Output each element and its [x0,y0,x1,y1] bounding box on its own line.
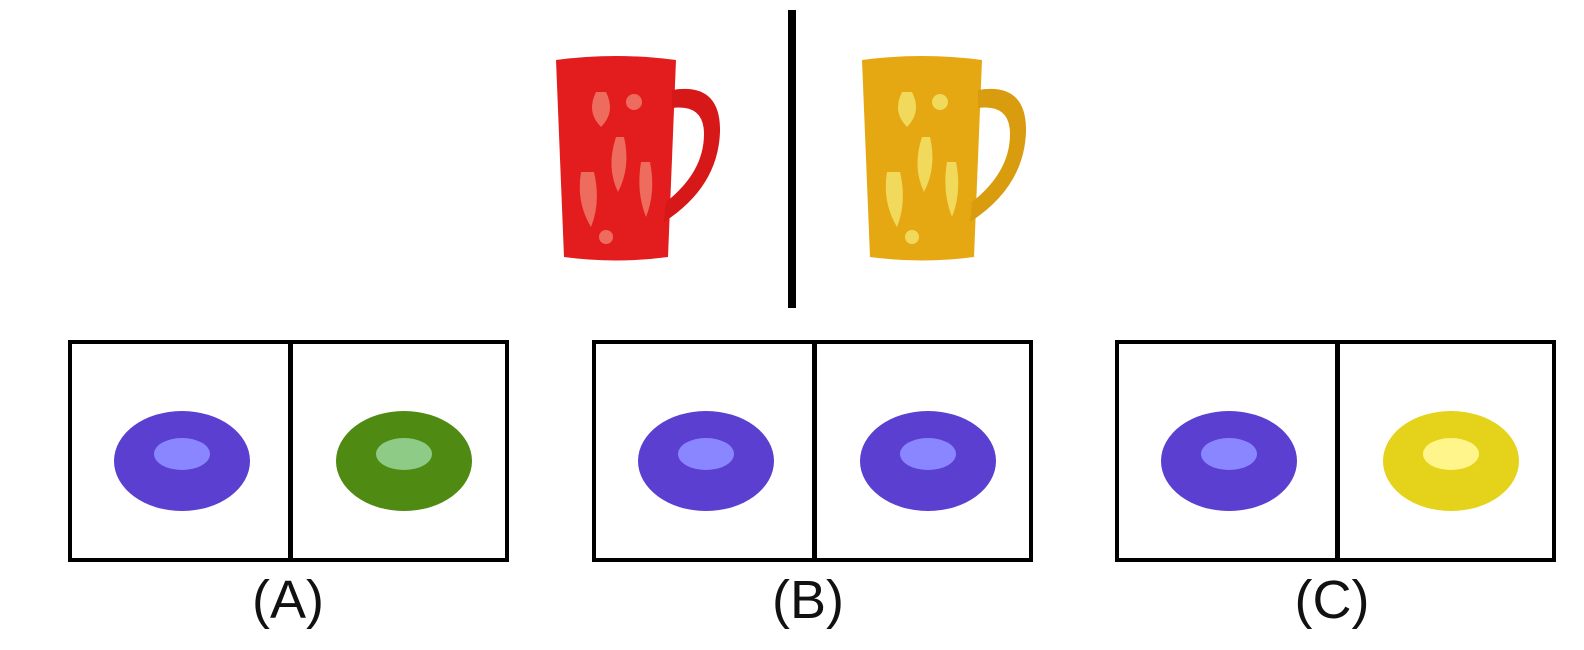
divider-line [788,10,796,308]
panel-separator [812,344,817,558]
yellow-mug-image [862,56,1027,261]
red-mug-image [556,56,721,261]
option-b-label: (B) [772,570,844,630]
option-c-label: (C) [1294,570,1370,630]
panel-separator [1335,344,1340,558]
purple-donut-image [638,411,774,511]
purple-donut-image [114,411,250,511]
option-b-panel[interactable] [592,340,1033,562]
green-donut-image [336,411,472,511]
panel-separator [288,344,293,558]
option-c-panel[interactable] [1115,340,1556,562]
purple-donut-image [1161,411,1297,511]
yellow-donut-image [1383,411,1519,511]
option-a-label: (A) [252,570,324,630]
purple-donut-image [860,411,996,511]
option-a-panel[interactable] [68,340,509,562]
